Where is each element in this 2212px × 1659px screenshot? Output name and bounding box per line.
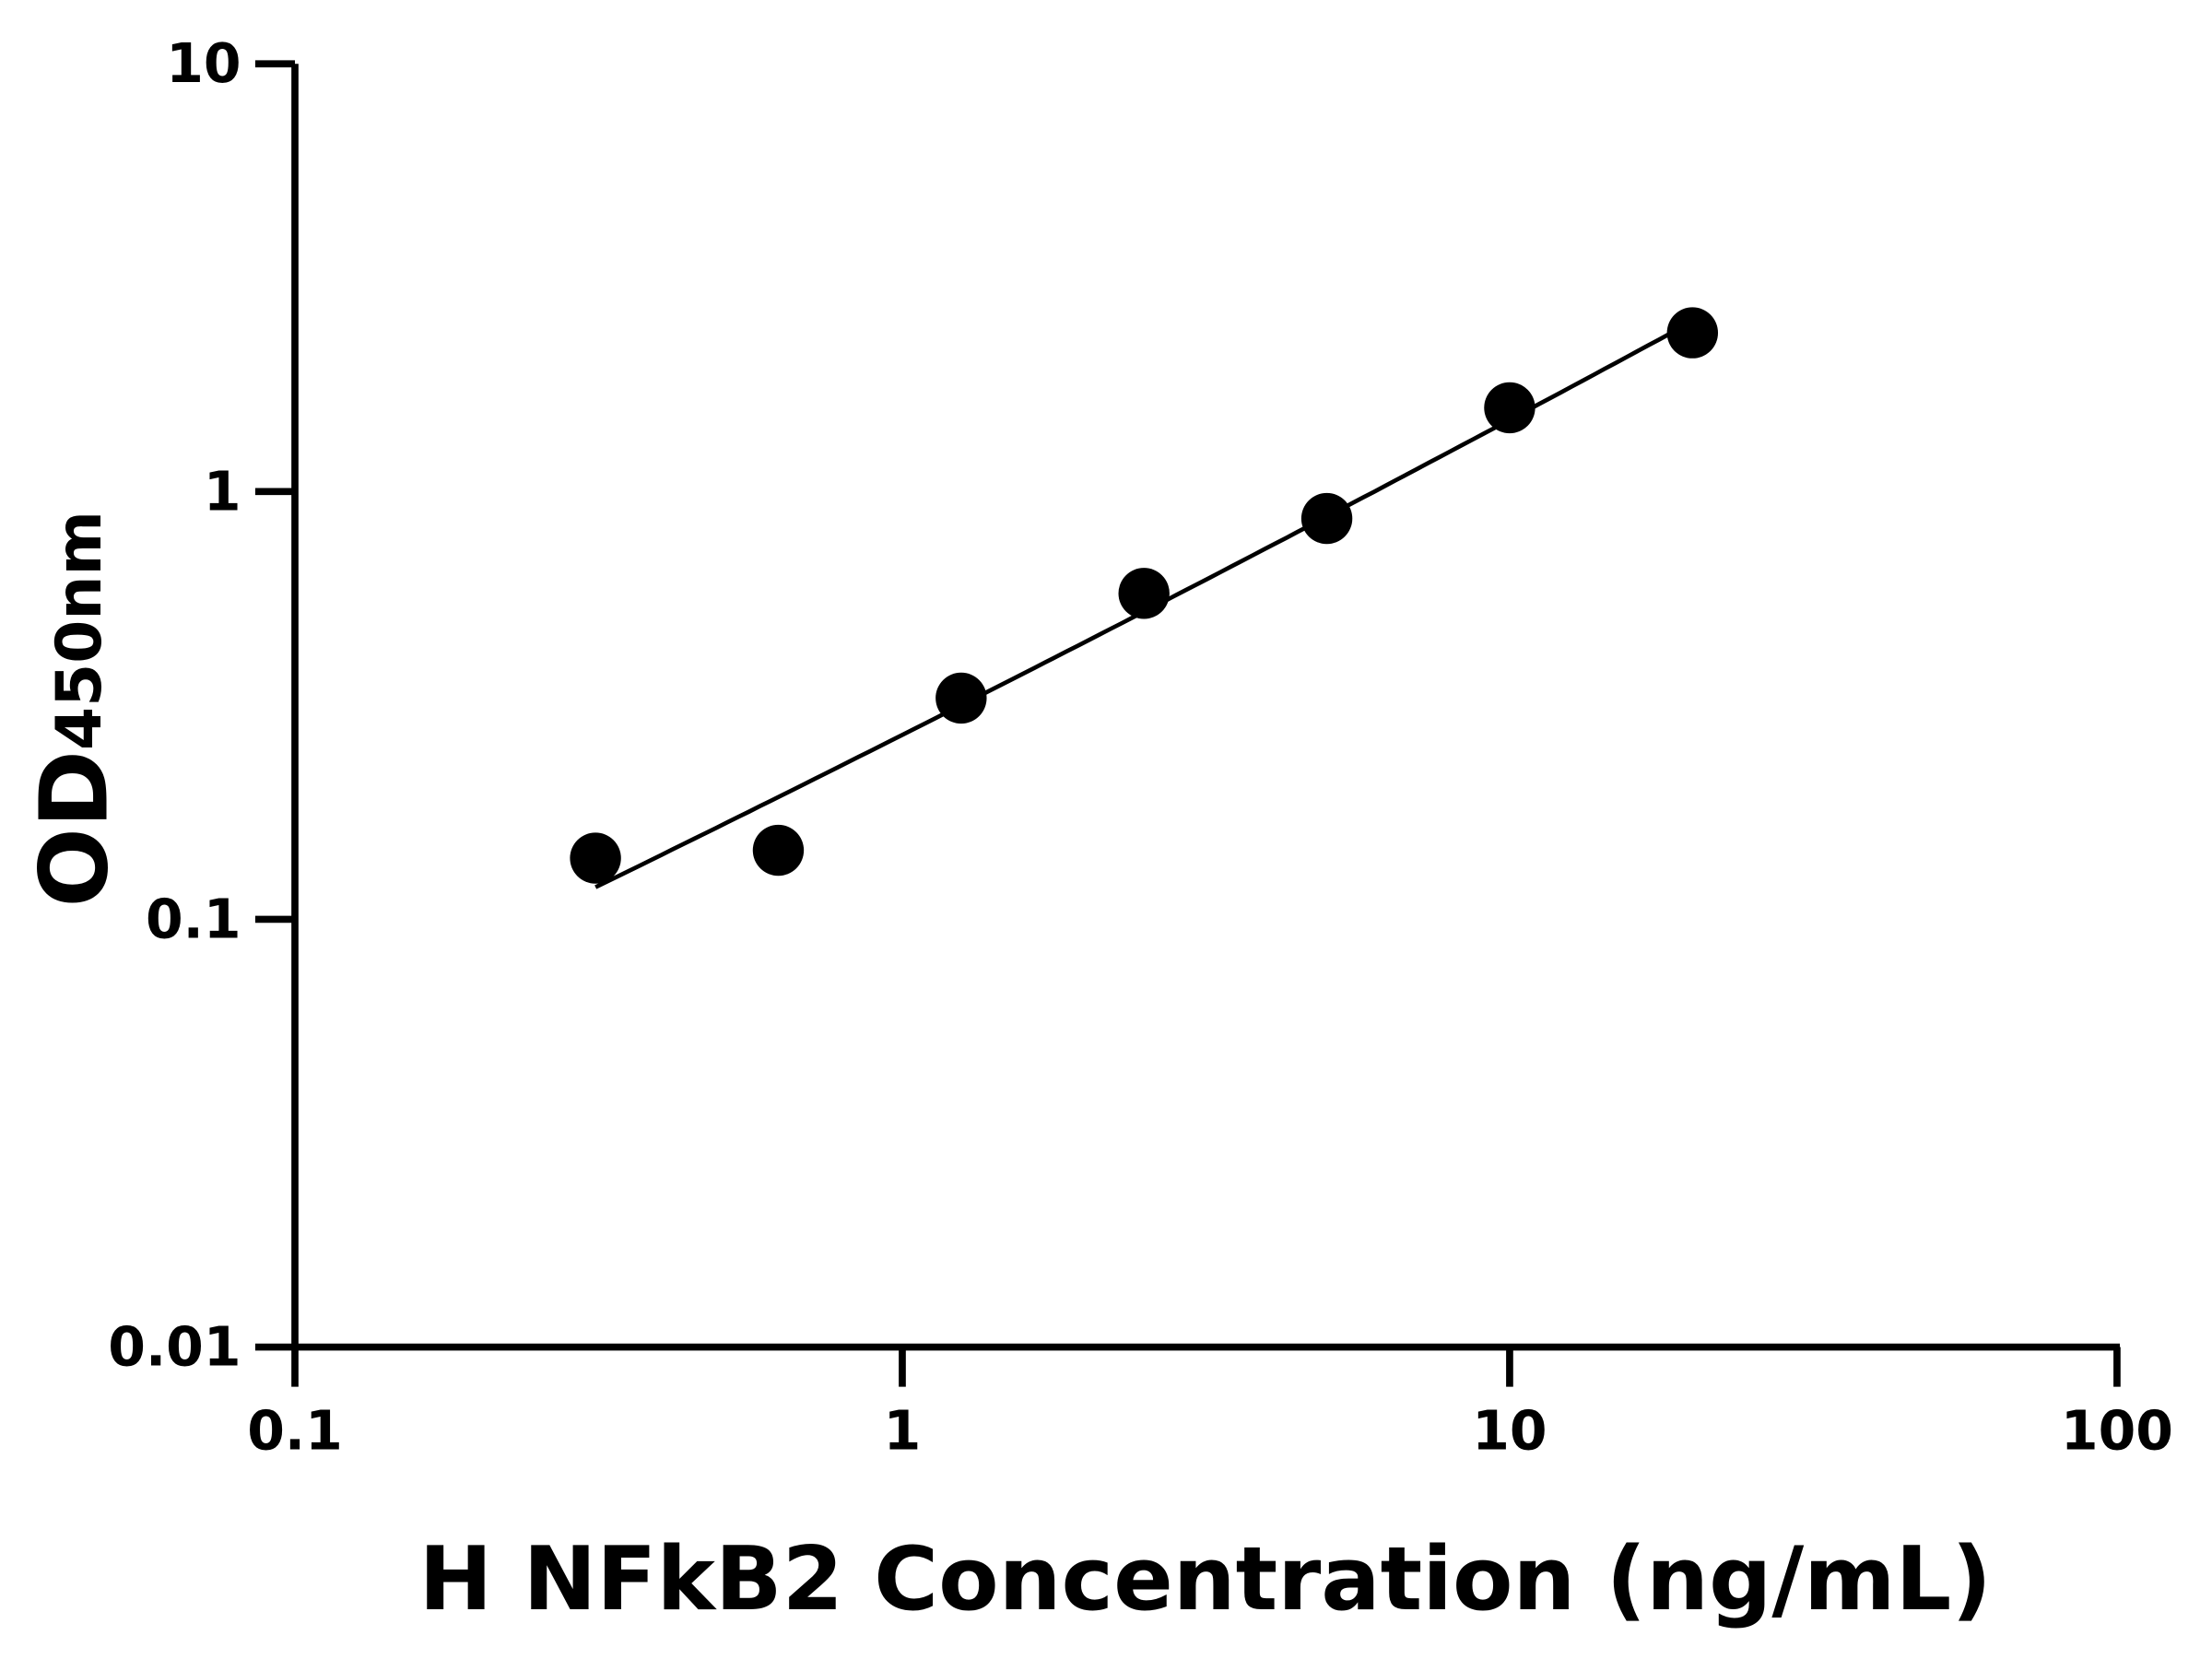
y-axis-label-sub: 450nm (42, 511, 115, 750)
data-point (935, 672, 987, 724)
x-tick-label: 1 (884, 1399, 922, 1462)
y-axis-label: OD450nm (19, 511, 128, 908)
y-tick-label: 1 (204, 460, 241, 523)
x-tick-label: 10 (1472, 1399, 1547, 1462)
y-tick-label: 10 (166, 32, 241, 95)
data-point (1118, 568, 1170, 619)
x-tick-label: 0.1 (247, 1399, 343, 1462)
data-point (1666, 307, 1719, 359)
data-point (1300, 492, 1353, 545)
x-axis-label: H NFkB2 Concentration (ng/mL) (418, 1528, 1991, 1630)
y-tick-label: 0.1 (146, 888, 241, 950)
y-tick-label: 0.01 (108, 1316, 241, 1379)
data-point (1484, 382, 1535, 434)
y-axis-label-main: OD (19, 750, 128, 908)
data-point (752, 824, 805, 877)
x-tick-label: 100 (2061, 1399, 2173, 1462)
data-point (570, 832, 621, 884)
